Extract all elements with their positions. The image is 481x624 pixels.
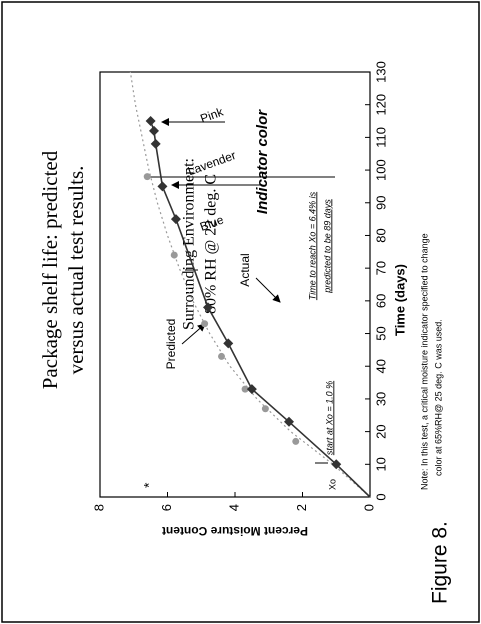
annotation: Indicator color bbox=[254, 109, 271, 214]
point bbox=[331, 459, 342, 470]
y-tick-label: 4 bbox=[226, 504, 241, 511]
x-tick-label: 10 bbox=[373, 457, 388, 471]
point bbox=[143, 173, 151, 181]
note: Note: In this test, a critical moisture … bbox=[419, 233, 429, 490]
series-line bbox=[129, 71, 371, 498]
x-tick-label: 120 bbox=[373, 94, 388, 116]
point bbox=[203, 302, 213, 313]
point bbox=[201, 320, 209, 328]
y-tick-label: 8 bbox=[91, 504, 106, 511]
point bbox=[246, 384, 257, 395]
y-tick-label: 6 bbox=[159, 504, 174, 511]
annotation: Surrounding Environment: bbox=[181, 158, 198, 330]
x-tick-label: 110 bbox=[373, 127, 388, 148]
note: color at 65%RH@ 25 deg. C was used. bbox=[433, 319, 443, 476]
x-tick-label: 70 bbox=[373, 261, 388, 275]
x-axis-label: Time (days) bbox=[392, 264, 407, 336]
x-tick-label: 30 bbox=[373, 392, 388, 406]
x-tick-label: 100 bbox=[373, 159, 388, 181]
y-tick-label: 0 bbox=[361, 504, 376, 511]
x-tick-label: 20 bbox=[373, 424, 388, 438]
point bbox=[284, 416, 294, 427]
annotation: * bbox=[141, 482, 157, 488]
point bbox=[170, 214, 181, 225]
annotation: Actual bbox=[238, 253, 252, 286]
chart-subtitle: versus actual test results. bbox=[64, 166, 88, 375]
point bbox=[149, 125, 159, 136]
point bbox=[150, 138, 161, 149]
annotation: Time to reach Xo = 6.4% is bbox=[307, 191, 317, 300]
point bbox=[170, 251, 178, 259]
annotation: predicted to be 89 days bbox=[322, 199, 332, 294]
annotation: Predicted bbox=[164, 319, 178, 370]
x-tick-label: 0 bbox=[373, 493, 388, 500]
annotation: start at Xo = 1.0 % bbox=[324, 381, 334, 455]
x-tick-label: 90 bbox=[373, 196, 388, 210]
rotated-chart: Package shelf life: predicted versus act… bbox=[38, 61, 452, 604]
x-tick-label: 80 bbox=[373, 228, 388, 242]
x-tick-label: 130 bbox=[373, 61, 388, 83]
point bbox=[223, 338, 234, 349]
y-tick-label: 2 bbox=[294, 504, 309, 511]
y-axis-label: Percent Moisture Content bbox=[162, 524, 308, 538]
x-tick-label: 60 bbox=[373, 294, 388, 308]
chart-title: Package shelf life: predicted bbox=[38, 150, 62, 389]
figure-label: Figure 8. bbox=[429, 521, 452, 604]
point bbox=[145, 116, 156, 127]
x-tick-label: 40 bbox=[373, 359, 388, 373]
point bbox=[157, 181, 168, 192]
annotation: Xo bbox=[327, 479, 337, 490]
annotation: Pink bbox=[198, 104, 226, 125]
annotation: 80% RH @ 22 deg. C bbox=[203, 174, 220, 314]
point bbox=[261, 405, 269, 413]
annotation: Lavender bbox=[186, 148, 238, 178]
x-tick-label: 50 bbox=[373, 326, 388, 340]
point bbox=[218, 352, 225, 360]
point bbox=[292, 437, 300, 445]
point bbox=[241, 385, 249, 393]
arrows bbox=[148, 118, 335, 464]
